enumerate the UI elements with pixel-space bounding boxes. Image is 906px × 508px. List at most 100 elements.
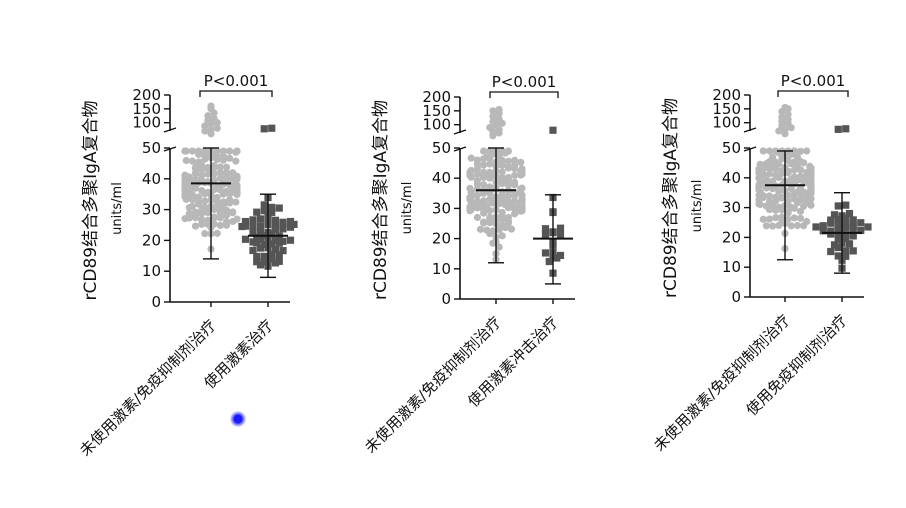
y-tick-label: 100 [132, 114, 161, 132]
data-point-group1 [191, 213, 200, 222]
data-point-group2 [842, 231, 850, 239]
data-point-group1 [796, 190, 805, 199]
data-point-group2 [834, 243, 842, 252]
data-point-group1 [518, 204, 526, 212]
data-point-group1 [222, 211, 231, 220]
data-point-group1 [796, 214, 805, 222]
data-point-group1 [772, 165, 780, 173]
data-point-group1 [486, 160, 494, 168]
data-point-group1 [796, 166, 805, 174]
data-point-group1 [796, 207, 805, 215]
data-point-group1 [213, 147, 221, 155]
y-tick-label: 20 [722, 228, 741, 246]
data-point-group1 [222, 163, 231, 171]
y-tick-label: 100 [422, 116, 451, 134]
data-point-group1 [775, 187, 783, 195]
data-point-group1 [486, 174, 494, 182]
data-point-group2 [845, 240, 854, 248]
data-point-group2 [849, 224, 857, 233]
data-point-group2 [819, 222, 827, 230]
data-point-group2 [275, 239, 283, 247]
axis-break-mark [453, 129, 467, 135]
data-point-group2 [830, 211, 839, 219]
data-point-group2 [290, 220, 298, 228]
data-point-group1 [784, 209, 792, 217]
data-point-group2 [256, 228, 265, 236]
data-point-group1 [765, 192, 774, 200]
data-point-group1 [781, 130, 789, 138]
data-point-group1 [233, 189, 241, 197]
data-point-group2 [286, 236, 295, 244]
data-point-group1 [762, 222, 771, 230]
data-point-group1 [213, 119, 221, 127]
data-point-group1 [495, 129, 503, 137]
data-point-group2 [849, 216, 857, 224]
data-point-group2 [857, 226, 865, 235]
data-point-group1 [498, 180, 506, 188]
data-point-group2 [241, 222, 250, 230]
data-point-group1 [201, 155, 209, 163]
data-point-group1 [213, 155, 221, 164]
x-category-label: 未使用激素/免疫抑制剂治疗 [76, 316, 220, 460]
data-point-group1 [201, 190, 209, 198]
data-point-group1 [796, 147, 805, 155]
data-point-group1 [185, 214, 193, 222]
y-axis-unit: units/ml [110, 182, 125, 235]
data-point-group1 [473, 185, 481, 193]
data-point-group1 [222, 221, 231, 229]
data-point-group2 [260, 240, 268, 248]
data-point-group1 [803, 147, 811, 155]
significance-label: P<0.001 [204, 72, 269, 90]
data-point-group2 [279, 225, 287, 233]
data-point-group1 [778, 154, 786, 163]
data-point-group1 [775, 160, 783, 168]
data-point-group1 [210, 214, 218, 222]
data-point-group1 [213, 124, 221, 132]
significance-label: P<0.001 [492, 73, 557, 91]
data-point-group1 [489, 132, 497, 140]
data-point-group2 [271, 246, 280, 254]
data-point-group2 [545, 257, 553, 266]
data-point-group1 [759, 215, 767, 223]
data-point-group1 [480, 155, 488, 163]
data-point-group1 [473, 213, 481, 222]
data-point-group1 [182, 147, 190, 155]
significance-bracket [489, 91, 559, 98]
data-point-group1 [201, 122, 209, 130]
data-point-group1 [790, 166, 798, 174]
data-point-group2 [256, 235, 265, 243]
data-point-group2 [842, 201, 850, 209]
data-point-group1 [778, 108, 786, 116]
data-point-group1 [501, 149, 509, 157]
data-point-group1 [216, 163, 224, 171]
data-point-group1 [486, 229, 494, 238]
data-point-group1 [216, 214, 224, 222]
data-point-group1 [769, 185, 777, 193]
data-point-group1 [787, 124, 795, 132]
data-point-group2 [842, 224, 850, 232]
data-point-group1 [185, 204, 193, 212]
data-point-group1 [765, 170, 774, 178]
y-tick-label: 50 [432, 139, 451, 157]
data-point-group2 [849, 232, 857, 240]
y-tick-label: 50 [722, 139, 741, 157]
data-point-group2 [260, 201, 268, 209]
data-point-group2 [253, 258, 261, 266]
axis-break-mark [163, 146, 177, 152]
data-point-group2 [834, 215, 842, 223]
data-point-group2 [268, 255, 276, 263]
data-point-group1 [765, 215, 774, 223]
data-point-group2 [271, 216, 280, 224]
data-point-group1 [510, 181, 519, 189]
data-point-group2 [249, 246, 257, 255]
data-point-group1 [486, 219, 494, 227]
data-point-group1 [233, 215, 241, 223]
data-point-group1 [473, 204, 481, 212]
data-point-group1 [195, 193, 203, 201]
data-point-group1 [182, 195, 190, 203]
data-point-group1 [480, 147, 488, 155]
y-tick-label: 200 [132, 86, 161, 104]
significance-bracket [199, 90, 273, 97]
